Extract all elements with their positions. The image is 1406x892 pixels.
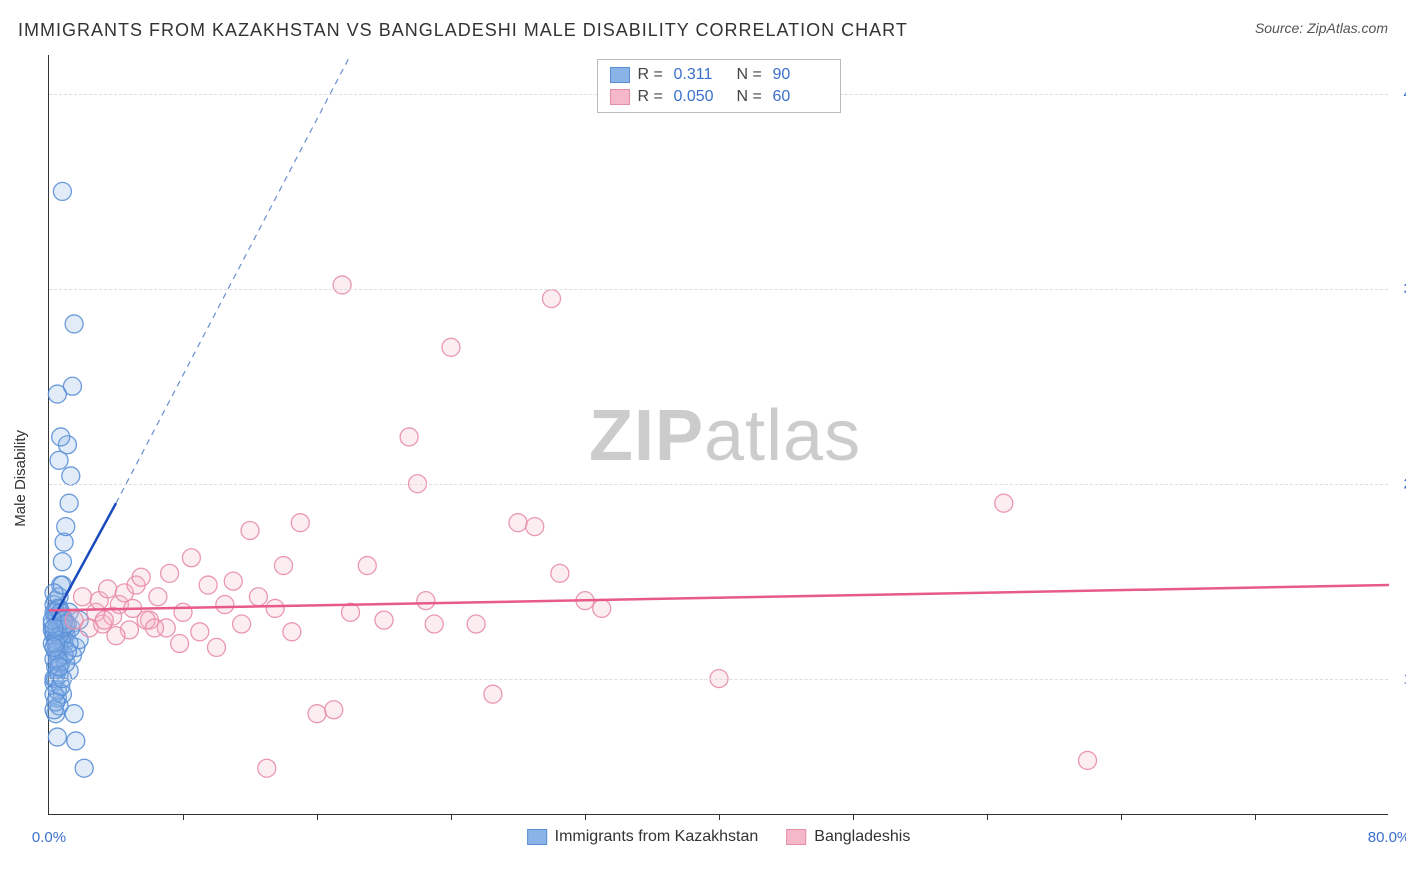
gridline: [49, 289, 1388, 290]
scatter-point: [53, 182, 71, 200]
swatch-bangladeshi: [610, 89, 630, 105]
scatter-point: [132, 568, 150, 586]
scatter-point: [52, 428, 70, 446]
scatter-point: [65, 705, 83, 723]
correlation-legend: R = 0.311 N = 90 R = 0.050 N = 60: [597, 59, 841, 113]
x-tick: [451, 814, 452, 820]
plot-area: ZIPatlas R = 0.311 N = 90 R = 0.050 N = …: [48, 55, 1388, 815]
source-attribution: Source: ZipAtlas.com: [1255, 20, 1388, 36]
scatter-point: [283, 623, 301, 641]
scatter-point: [65, 315, 83, 333]
scatter-point: [216, 596, 234, 614]
x-tick: [317, 814, 318, 820]
scatter-point: [161, 564, 179, 582]
x-tick: [1255, 814, 1256, 820]
scatter-point: [146, 619, 164, 637]
chart-title: IMMIGRANTS FROM KAZAKHSTAN VS BANGLADESH…: [18, 20, 908, 41]
scatter-point: [95, 611, 113, 629]
scatter-point: [50, 658, 68, 676]
scatter-point: [171, 635, 189, 653]
scatter-point: [182, 549, 200, 567]
n-label: N =: [737, 66, 765, 84]
scatter-point: [62, 467, 80, 485]
x-tick-label: 0.0%: [32, 829, 66, 846]
scatter-point: [199, 576, 217, 594]
scatter-point: [48, 728, 66, 746]
scatter-point: [45, 584, 63, 602]
x-tick: [585, 814, 586, 820]
scatter-point: [191, 623, 209, 641]
r-label: R =: [638, 88, 666, 106]
scatter-point: [484, 685, 502, 703]
scatter-point: [45, 619, 63, 637]
x-tick: [853, 814, 854, 820]
scatter-point: [45, 638, 63, 656]
scatter-point: [67, 732, 85, 750]
scatter-point: [63, 377, 81, 395]
x-tick: [987, 814, 988, 820]
scatter-point: [99, 580, 117, 598]
scatter-point: [75, 759, 93, 777]
scatter-point: [224, 572, 242, 590]
y-axis-label: Male Disability: [12, 430, 29, 527]
legend-label-kazakhstan: Immigrants from Kazakhstan: [555, 828, 759, 846]
scatter-point: [291, 514, 309, 532]
legend-label-bangladeshi: Bangladeshis: [814, 828, 910, 846]
n-value-kazakhstan: 90: [773, 66, 828, 84]
scatter-point: [266, 599, 284, 617]
scatter-point: [593, 599, 611, 617]
scatter-point: [333, 276, 351, 294]
scatter-point: [543, 290, 561, 308]
n-value-bangladeshi: 60: [773, 88, 828, 106]
scatter-point: [208, 638, 226, 656]
scatter-point: [1079, 751, 1097, 769]
scatter-point: [308, 705, 326, 723]
x-tick-label: 80.0%: [1368, 829, 1406, 846]
scatter-point: [174, 603, 192, 621]
scatter-point: [417, 592, 435, 610]
r-value-bangladeshi: 0.050: [674, 88, 729, 106]
chart-svg: [49, 55, 1388, 814]
scatter-point: [526, 518, 544, 536]
scatter-point: [74, 588, 92, 606]
scatter-point: [400, 428, 418, 446]
scatter-point: [551, 564, 569, 582]
scatter-point: [241, 521, 259, 539]
scatter-point: [258, 759, 276, 777]
scatter-point: [358, 557, 376, 575]
n-label: N =: [737, 88, 765, 106]
scatter-point: [107, 627, 125, 645]
scatter-point: [275, 557, 293, 575]
scatter-point: [249, 588, 267, 606]
scatter-point: [375, 611, 393, 629]
regression-line-dashed: [116, 55, 351, 503]
swatch-kazakhstan: [610, 67, 630, 83]
r-value-kazakhstan: 0.311: [674, 66, 729, 84]
series-legend: Immigrants from Kazakhstan Bangladeshis: [527, 828, 911, 846]
scatter-point: [233, 615, 251, 633]
r-label: R =: [638, 66, 666, 84]
scatter-point: [442, 338, 460, 356]
swatch-bangladeshi-icon: [786, 829, 806, 845]
scatter-point: [149, 588, 167, 606]
scatter-point: [60, 494, 78, 512]
swatch-kazakhstan-icon: [527, 829, 547, 845]
x-tick: [719, 814, 720, 820]
gridline: [49, 679, 1388, 680]
scatter-point: [425, 615, 443, 633]
scatter-point: [509, 514, 527, 532]
scatter-point: [57, 518, 75, 536]
scatter-point: [53, 553, 71, 571]
legend-item-bangladeshi: Bangladeshis: [786, 828, 910, 846]
scatter-point: [467, 615, 485, 633]
scatter-point: [995, 494, 1013, 512]
scatter-point: [47, 693, 65, 711]
gridline: [49, 484, 1388, 485]
legend-row-bangladeshi: R = 0.050 N = 60: [610, 86, 828, 108]
scatter-point: [325, 701, 343, 719]
x-tick: [1121, 814, 1122, 820]
x-tick: [183, 814, 184, 820]
legend-row-kazakhstan: R = 0.311 N = 90: [610, 64, 828, 86]
legend-item-kazakhstan: Immigrants from Kazakhstan: [527, 828, 759, 846]
